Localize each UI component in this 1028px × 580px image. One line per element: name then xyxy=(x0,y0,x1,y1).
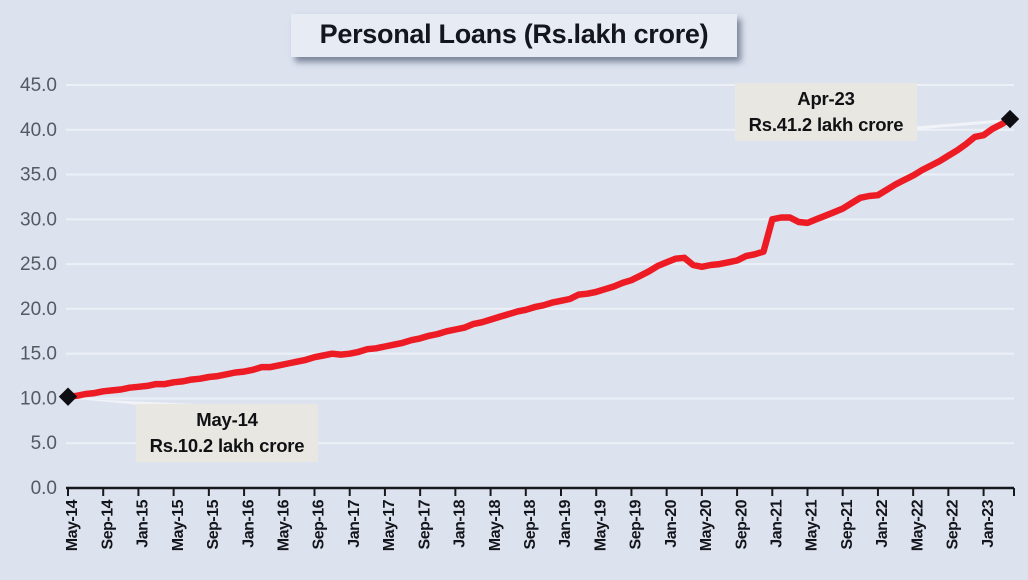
gridlines xyxy=(66,84,1014,445)
annotation-may-14-value: Rs.10.2 lakh crore xyxy=(149,435,305,456)
svg-text:May-19: May-19 xyxy=(592,499,609,551)
svg-text:Jan-18: Jan-18 xyxy=(452,499,469,547)
svg-text:30.0: 30.0 xyxy=(20,209,57,230)
svg-text:Sep-15: Sep-15 xyxy=(205,499,222,549)
svg-text:Sep-21: Sep-21 xyxy=(839,499,856,549)
svg-text:May-17: May-17 xyxy=(381,499,398,551)
svg-text:Sep-16: Sep-16 xyxy=(311,499,328,549)
annotation-apr-23-date: Apr-23 xyxy=(797,88,855,109)
svg-text:Sep-20: Sep-20 xyxy=(733,499,750,549)
svg-text:Jan-23: Jan-23 xyxy=(980,499,997,547)
x-axis-ticks xyxy=(67,488,1015,496)
svg-text:20.0: 20.0 xyxy=(20,299,57,320)
svg-text:Jan-21: Jan-21 xyxy=(769,499,786,547)
x-axis-labels: May-14 Sep-14 Jan-15 May-15 Sep-15 Jan-16 May-… xyxy=(64,499,997,551)
svg-text:Jan-17: Jan-17 xyxy=(346,499,363,547)
svg-text:35.0: 35.0 xyxy=(20,165,57,186)
svg-text:Jan-20: Jan-20 xyxy=(663,499,680,547)
svg-text:Sep-19: Sep-19 xyxy=(628,499,645,549)
svg-text:May-18: May-18 xyxy=(487,499,504,551)
svg-text:5.0: 5.0 xyxy=(31,433,57,454)
svg-text:40.0: 40.0 xyxy=(20,120,57,141)
svg-text:Sep-17: Sep-17 xyxy=(416,499,433,549)
svg-text:15.0: 15.0 xyxy=(20,344,57,365)
svg-text:10.0: 10.0 xyxy=(20,388,57,409)
svg-text:Jan-16: Jan-16 xyxy=(240,499,257,547)
annotation-apr-23: Apr-23 Rs.41.2 lakh crore xyxy=(735,83,917,141)
personal-loans-series-line xyxy=(64,115,1014,400)
svg-text:45.0: 45.0 xyxy=(20,75,57,96)
annotation-apr-23-value: Rs.41.2 lakh crore xyxy=(748,114,904,135)
endpoint-diamond-markers xyxy=(58,109,1020,406)
svg-text:May-14: May-14 xyxy=(64,499,81,551)
svg-text:Sep-14: Sep-14 xyxy=(99,499,116,549)
svg-text:Sep-22: Sep-22 xyxy=(945,499,962,549)
svg-text:May-20: May-20 xyxy=(698,499,715,551)
svg-text:Jan-15: Jan-15 xyxy=(135,499,152,547)
chart-title: Personal Loans (Rs.lakh crore) xyxy=(291,14,737,57)
annotation-may-14: May-14 Rs.10.2 lakh crore xyxy=(136,404,318,462)
diamond-marker-icon xyxy=(1000,109,1020,129)
diamond-marker-icon xyxy=(58,387,78,406)
svg-text:May-15: May-15 xyxy=(170,499,187,551)
annotation-may-14-date: May-14 xyxy=(196,409,258,430)
svg-text:May-16: May-16 xyxy=(276,499,293,551)
y-axis-labels: 0.0 5.0 10.0 15.0 20.0 25.0 30.0 35.0 40.0 45.0 xyxy=(20,75,57,499)
svg-text:Jan-19: Jan-19 xyxy=(557,499,574,547)
svg-text:Jan-22: Jan-22 xyxy=(874,499,891,547)
svg-text:0.0: 0.0 xyxy=(31,478,57,499)
svg-text:May-22: May-22 xyxy=(909,499,926,551)
svg-text:Sep-18: Sep-18 xyxy=(522,499,539,549)
svg-text:25.0: 25.0 xyxy=(20,254,57,275)
svg-text:May-21: May-21 xyxy=(804,499,821,551)
